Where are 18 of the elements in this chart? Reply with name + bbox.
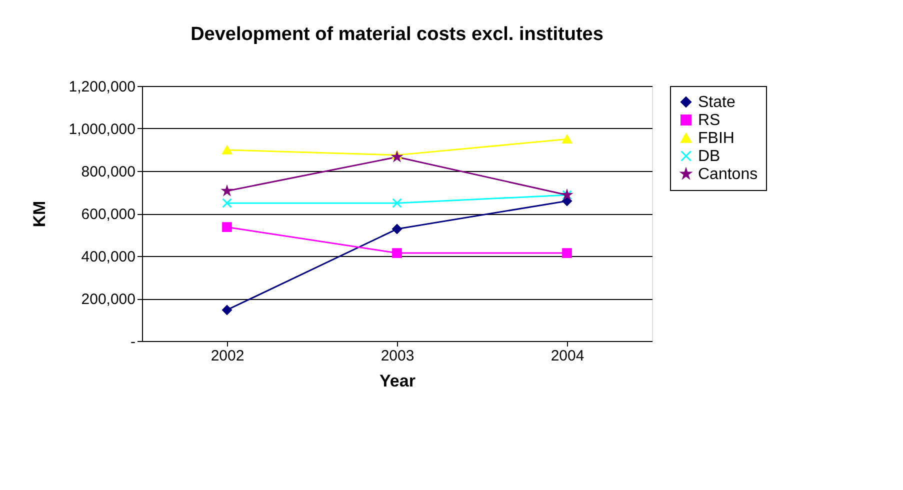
x-axis-title: Year: [380, 372, 416, 390]
legend-label: RS: [698, 112, 720, 129]
x-tick-label: 2002: [210, 348, 244, 364]
y-tick-label: 200,000: [81, 291, 136, 308]
y-tick-label: 600,000: [81, 206, 136, 223]
legend-label: State: [698, 94, 736, 111]
x-tick-label: 2004: [550, 348, 584, 364]
legend-label: FBIH: [698, 130, 734, 147]
y-axis-title: KM: [30, 200, 49, 228]
y-tick-label: 400,000: [81, 248, 136, 266]
legend-label: DB: [698, 148, 720, 165]
x-tick-label: 2003: [380, 348, 414, 364]
y-tick-label: 1,000,000: [68, 121, 136, 138]
y-tick-label: 1,200,000: [68, 78, 136, 96]
y-tick-label: -: [130, 334, 136, 350]
legend-label: Cantons: [698, 166, 758, 183]
y-tick-label: 800,000: [81, 164, 136, 180]
chart-title: Development of material costs excl. institutes: [190, 24, 604, 45]
